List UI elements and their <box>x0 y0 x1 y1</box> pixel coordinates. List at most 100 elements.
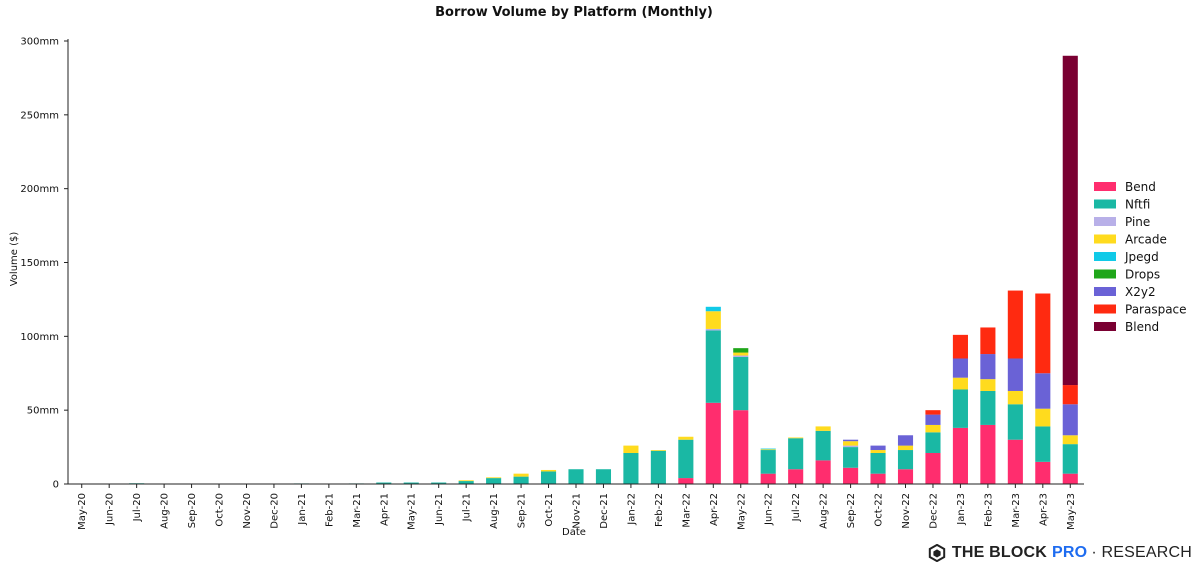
bar-paraspace-apr-23 <box>1035 293 1051 374</box>
bar-nftfi-nov-22 <box>897 450 914 470</box>
bars-group <box>129 55 1078 485</box>
bar-arcade-jul-21 <box>458 480 474 482</box>
y-tick-label: 0 <box>53 480 59 491</box>
bar-arcade-aug-21 <box>486 477 502 479</box>
bar-x2y2-mar-23 <box>1007 358 1023 391</box>
bar-nftfi-nov-21 <box>568 469 584 484</box>
x-tick-label: Feb-21 <box>324 493 335 527</box>
bar-bend-apr-23 <box>1035 461 1051 484</box>
legend-label-nftfi: Nftfi <box>1125 198 1150 212</box>
bar-nftfi-oct-21 <box>540 471 557 484</box>
x-tick-label: Oct-21 <box>544 493 555 527</box>
x-tick-label: Aug-21 <box>489 493 500 529</box>
bar-arcade-jun-22 <box>760 449 776 451</box>
y-tick-label: 200mm <box>20 184 59 195</box>
x-tick-label: May-20 <box>77 493 88 530</box>
x-tick-label: Sep-22 <box>846 493 857 528</box>
x-axis-title: Date <box>562 527 586 538</box>
x-tick-label: Apr-22 <box>709 493 720 526</box>
x-tick-label: Jun-22 <box>764 493 775 526</box>
bar-bend-sep-22 <box>843 467 859 484</box>
bar-bend-nov-22 <box>897 469 914 484</box>
y-tick-label: 50mm <box>27 406 59 417</box>
bar-nftfi-sep-22 <box>843 447 859 468</box>
bar-arcade-feb-22 <box>650 450 666 451</box>
x-tick-label: Mar-21 <box>352 493 363 528</box>
bar-nftfi-mar-23 <box>1007 404 1023 440</box>
x-axis: May-20 Jun-20 Jul-20 Aug-20 Sep-20 Oct-20 Nov-… <box>68 483 1084 530</box>
x-tick-label: Oct-22 <box>874 493 885 527</box>
bar-bend-jan-23 <box>952 427 968 484</box>
bar-paraspace-jan-23 <box>952 334 968 359</box>
bar-drops-may-22 <box>733 348 749 353</box>
bar-arcade-feb-23 <box>980 379 996 391</box>
legend-label-drops: Drops <box>1125 268 1160 282</box>
x-tick-label: Nov-22 <box>901 493 912 529</box>
x-tick-label: Jun-21 <box>434 493 445 526</box>
y-tick-label: 150mm <box>20 258 59 269</box>
bar-arcade-jul-22 <box>788 437 804 439</box>
bar-nftfi-jan-22 <box>623 452 639 484</box>
y-tick-label: 250mm <box>20 110 59 121</box>
block-logo-icon <box>928 544 946 562</box>
bar-nftfi-feb-22 <box>650 450 666 484</box>
legend-swatch-x2y2 <box>1094 287 1116 296</box>
chart-title: Borrow Volume by Platform (Monthly) <box>435 5 713 20</box>
bar-paraspace-may-23 <box>1062 385 1078 405</box>
legend-swatch-nftfi <box>1094 199 1116 209</box>
bar-bend-aug-22 <box>815 460 831 484</box>
bar-nftfi-apr-22 <box>705 330 721 403</box>
bar-x2y2-nov-22 <box>897 435 914 446</box>
bar-arcade-aug-22 <box>815 426 831 431</box>
x-tick-label: Apr-21 <box>379 493 390 526</box>
bar-arcade-may-23 <box>1062 435 1078 445</box>
bar-paraspace-mar-23 <box>1007 290 1023 359</box>
bar-x2y2-oct-22 <box>870 445 886 451</box>
x-tick-label: Mar-23 <box>1011 493 1022 528</box>
x-tick-label: May-22 <box>736 493 747 530</box>
bar-pine-may-22 <box>733 355 749 358</box>
bar-arcade-may-22 <box>733 352 749 356</box>
bar-bend-apr-22 <box>705 402 721 484</box>
bar-x2y2-dec-22 <box>925 414 941 425</box>
x-tick-label: Jul-21 <box>462 493 473 522</box>
x-tick-label: Jan-21 <box>297 493 308 526</box>
x-tick-label: Nov-20 <box>242 493 253 529</box>
legend-label-arcade: Arcade <box>1125 233 1167 247</box>
bar-arcade-sep-22 <box>843 441 859 446</box>
legend-swatch-arcade <box>1094 234 1116 244</box>
bar-nftfi-jul-21 <box>458 481 474 484</box>
bar-bend-may-22 <box>733 410 749 484</box>
brand-logo: THE BLOCK PRO · RESEARCH <box>928 544 1192 562</box>
bar-nftfi-oct-22 <box>870 452 886 474</box>
x-tick-label: May-21 <box>407 493 418 530</box>
bar-bend-jul-22 <box>788 469 804 484</box>
x-tick-label: Jun-20 <box>105 493 116 526</box>
x-tick-label: Sep-21 <box>517 493 528 528</box>
x-tick-label: Dec-22 <box>928 493 939 529</box>
bar-arcade-sep-21 <box>513 473 529 477</box>
bar-arcade-jan-23 <box>952 377 968 390</box>
x-tick-label: Mar-22 <box>681 493 692 528</box>
brand-name: THE BLOCK <box>951 544 1048 561</box>
x-tick-label: Aug-22 <box>819 493 830 529</box>
bar-pine-apr-22 <box>705 328 721 331</box>
bar-nftfi-may-23 <box>1062 444 1078 474</box>
bar-bend-oct-22 <box>870 473 886 484</box>
bar-x2y2-feb-23 <box>980 354 996 380</box>
bar-paraspace-feb-23 <box>980 327 996 355</box>
x-tick-label: Jul-20 <box>132 493 143 522</box>
x-tick-label: May-23 <box>1066 493 1077 530</box>
legend-label-blend: Blend <box>1125 320 1159 334</box>
bar-arcade-apr-23 <box>1035 408 1051 427</box>
bar-nftfi-jan-23 <box>952 389 968 428</box>
legend-swatch-drops <box>1094 269 1116 279</box>
x-tick-label: Nov-21 <box>572 493 583 529</box>
bar-nftfi-mar-22 <box>678 439 694 479</box>
bar-nftfi-jul-22 <box>788 438 804 470</box>
bar-nftfi-dec-21 <box>595 469 612 484</box>
legend-label-jpegd: Jpegd <box>1124 250 1159 264</box>
bar-arcade-dec-22 <box>925 424 941 433</box>
bar-nftfi-dec-22 <box>925 432 941 453</box>
